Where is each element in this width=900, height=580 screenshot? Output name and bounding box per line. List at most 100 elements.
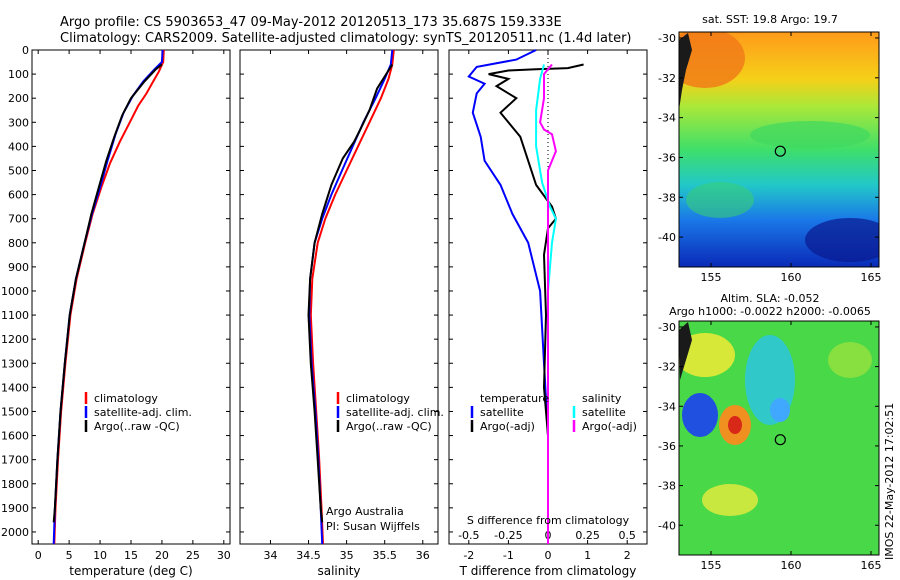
difference-panel: -2 -1 0 1 2 -0.5 -0.25 0 0.25 0.5 S difference f… [448, 49, 648, 578]
temperature-x-tick-label: 5 [66, 549, 73, 562]
sla-map-title: Altim. SLA: -0.052 [720, 292, 819, 305]
temperature-x-tick-label: 30 [217, 549, 231, 562]
depth-tick-label: 700 [8, 213, 29, 226]
temperature-x-tick-label: 10 [93, 549, 107, 562]
temperature-x-axis: 0 5 10 15 20 25 30 [35, 50, 231, 562]
salinity-x-tick-label: 34.5 [296, 549, 321, 562]
longitude-tick-label: 165 [861, 559, 882, 572]
latitude-tick-label: -38 [658, 191, 676, 204]
longitude-tick-label: 155 [701, 271, 722, 284]
salinity-difference-scale: -0.5 -0.25 0 0.25 0.5 [458, 529, 636, 542]
depth-tick-label: 300 [8, 116, 29, 129]
depth-tick-label: 100 [8, 68, 29, 81]
difference-x-tick-label: 2 [624, 549, 631, 562]
latitude-tick-label: -36 [658, 151, 676, 164]
legend-label-satellite: satellite-adj. clim. [94, 406, 192, 419]
latitude-tick-label: -32 [658, 72, 676, 85]
legend-label-satellite: satellite-adj. clim. [346, 406, 444, 419]
latitude-tick-label: -32 [658, 361, 676, 374]
latitude-tick-label: -40 [658, 231, 676, 244]
legend-label-s-argo: Argo(-adj) [582, 420, 637, 433]
s-difference-label: S difference from climatology [467, 514, 630, 527]
legend-label-climatology: climatology [346, 392, 410, 405]
depth-tick-label: 900 [8, 261, 29, 274]
legend-salinity-title: salinity [582, 392, 622, 405]
argo-location-marker [774, 434, 786, 446]
legend-label-s-satellite: satellite [582, 406, 626, 419]
argo-pi-note: PI: Susan Wijffels [326, 520, 420, 533]
legend-label-argo: Argo(..raw -QC) [346, 420, 432, 433]
series-line [488, 63, 584, 523]
depth-tick-label: 0 [22, 44, 29, 57]
difference-legend: temperature satellite Argo(-adj) salinit… [470, 392, 637, 433]
salinity-panel: 34 34.5 35 35.5 36 salinity climatology sate… [239, 49, 444, 578]
figure-title-line2: Climatology: CARS2009. Satellite-adjuste… [60, 31, 632, 46]
sst-map-axes: 155 160 165 -30 -32 -34 -36 -38 -40 [658, 32, 881, 284]
legend-label-climatology: climatology [94, 392, 158, 405]
depth-tick-label: 1100 [1, 309, 29, 322]
t-difference-xlabel: T difference from climatology [459, 564, 637, 578]
depth-tick-label: 1700 [1, 454, 29, 467]
salinity-axes-box [239, 49, 439, 545]
depth-tick-label: 800 [8, 237, 29, 250]
difference-x-tick-label: 1 [584, 549, 591, 562]
depth-tick-label: 1300 [1, 357, 29, 370]
figure-title-line1: Argo profile: CS 5903653_47 09-May-2012 … [60, 15, 562, 30]
latitude-tick-label: -36 [658, 440, 676, 453]
longitude-tick-label: 155 [701, 559, 722, 572]
salinity-x-tick-label: 35.5 [372, 549, 397, 562]
depth-tick-label: 500 [8, 164, 29, 177]
series-line [535, 64, 557, 544]
depth-tick-label: 2000 [1, 526, 29, 539]
series-line [52, 63, 163, 523]
depth-tick-label: 1600 [1, 430, 29, 443]
depth-tick-label: 400 [8, 140, 29, 153]
longitude-tick-label: 165 [861, 271, 882, 284]
coastline [679, 322, 692, 380]
sla-high-patch-south [702, 484, 758, 516]
sla-map-frame [678, 320, 880, 556]
difference-x-tick-label: 0 [545, 549, 552, 562]
sst-heatmap [679, 32, 879, 267]
argo-location-marker [774, 145, 786, 157]
depth-tick-label: 1900 [1, 502, 29, 515]
series-line [467, 49, 549, 544]
temperature-x-tick-label: 15 [124, 549, 138, 562]
sla-heatmap [679, 321, 879, 555]
salinity-x-axis: 34 34.5 35 35.5 36 [263, 50, 430, 562]
depth-axis: 0 100 200 300 400 500 600 700 800 900 1000 1100 1200… [1, 44, 230, 539]
latitude-tick-label: -40 [658, 519, 676, 532]
salinity-x-tick-label: 34 [263, 549, 277, 562]
sla-map-subtitle: Argo h1000: -0.0022 h2000: -0.0065 [669, 305, 871, 318]
sst-eddy-patch [686, 182, 754, 218]
temperature-legend: climatology satellite-adj. clim. Argo(..… [84, 392, 192, 433]
difference-x-tick-label: -2 [463, 549, 474, 562]
legend-temperature-title: temperature [480, 392, 549, 405]
depth-tick-label: 1500 [1, 405, 29, 418]
depth-tick-label: 200 [8, 92, 29, 105]
sla-warm-core [728, 416, 742, 434]
latitude-tick-label: -34 [658, 112, 676, 125]
sla-deep-low [682, 393, 718, 437]
temperature-x-tick-label: 25 [186, 549, 200, 562]
sla-map-axes: 155 160 165 -30 -32 -34 -36 -38 -40 [658, 321, 881, 572]
series-line [539, 63, 557, 544]
sla-cold-eddy [770, 398, 790, 422]
depth-tick-label: 1400 [1, 381, 29, 394]
imos-timestamp: IMOS 22-May-2012 17:02:51 [883, 402, 896, 560]
argo-program-note: Argo Australia [326, 505, 404, 518]
latitude-tick-label: -30 [658, 321, 676, 334]
s-difference-tick-label: 0.25 [575, 529, 600, 542]
legend-label-t-argo: Argo(-adj) [480, 420, 535, 433]
sst-warm-patch [679, 32, 745, 88]
depth-tick-label: 600 [8, 189, 29, 202]
sst-map-title: sat. SST: 19.8 Argo: 19.7 [702, 13, 838, 26]
difference-depth-ticks [449, 49, 647, 533]
s-difference-tick-label: -0.25 [494, 529, 522, 542]
latitude-tick-label: -30 [658, 32, 676, 45]
temperature-xlabel: temperature (deg C) [69, 564, 192, 578]
salinity-depth-ticks [240, 49, 438, 533]
temperature-axes-box [31, 49, 231, 545]
latitude-tick-label: -38 [658, 480, 676, 493]
temperature-panel: 0100200300400500600700800900100011001200… [1, 44, 231, 578]
